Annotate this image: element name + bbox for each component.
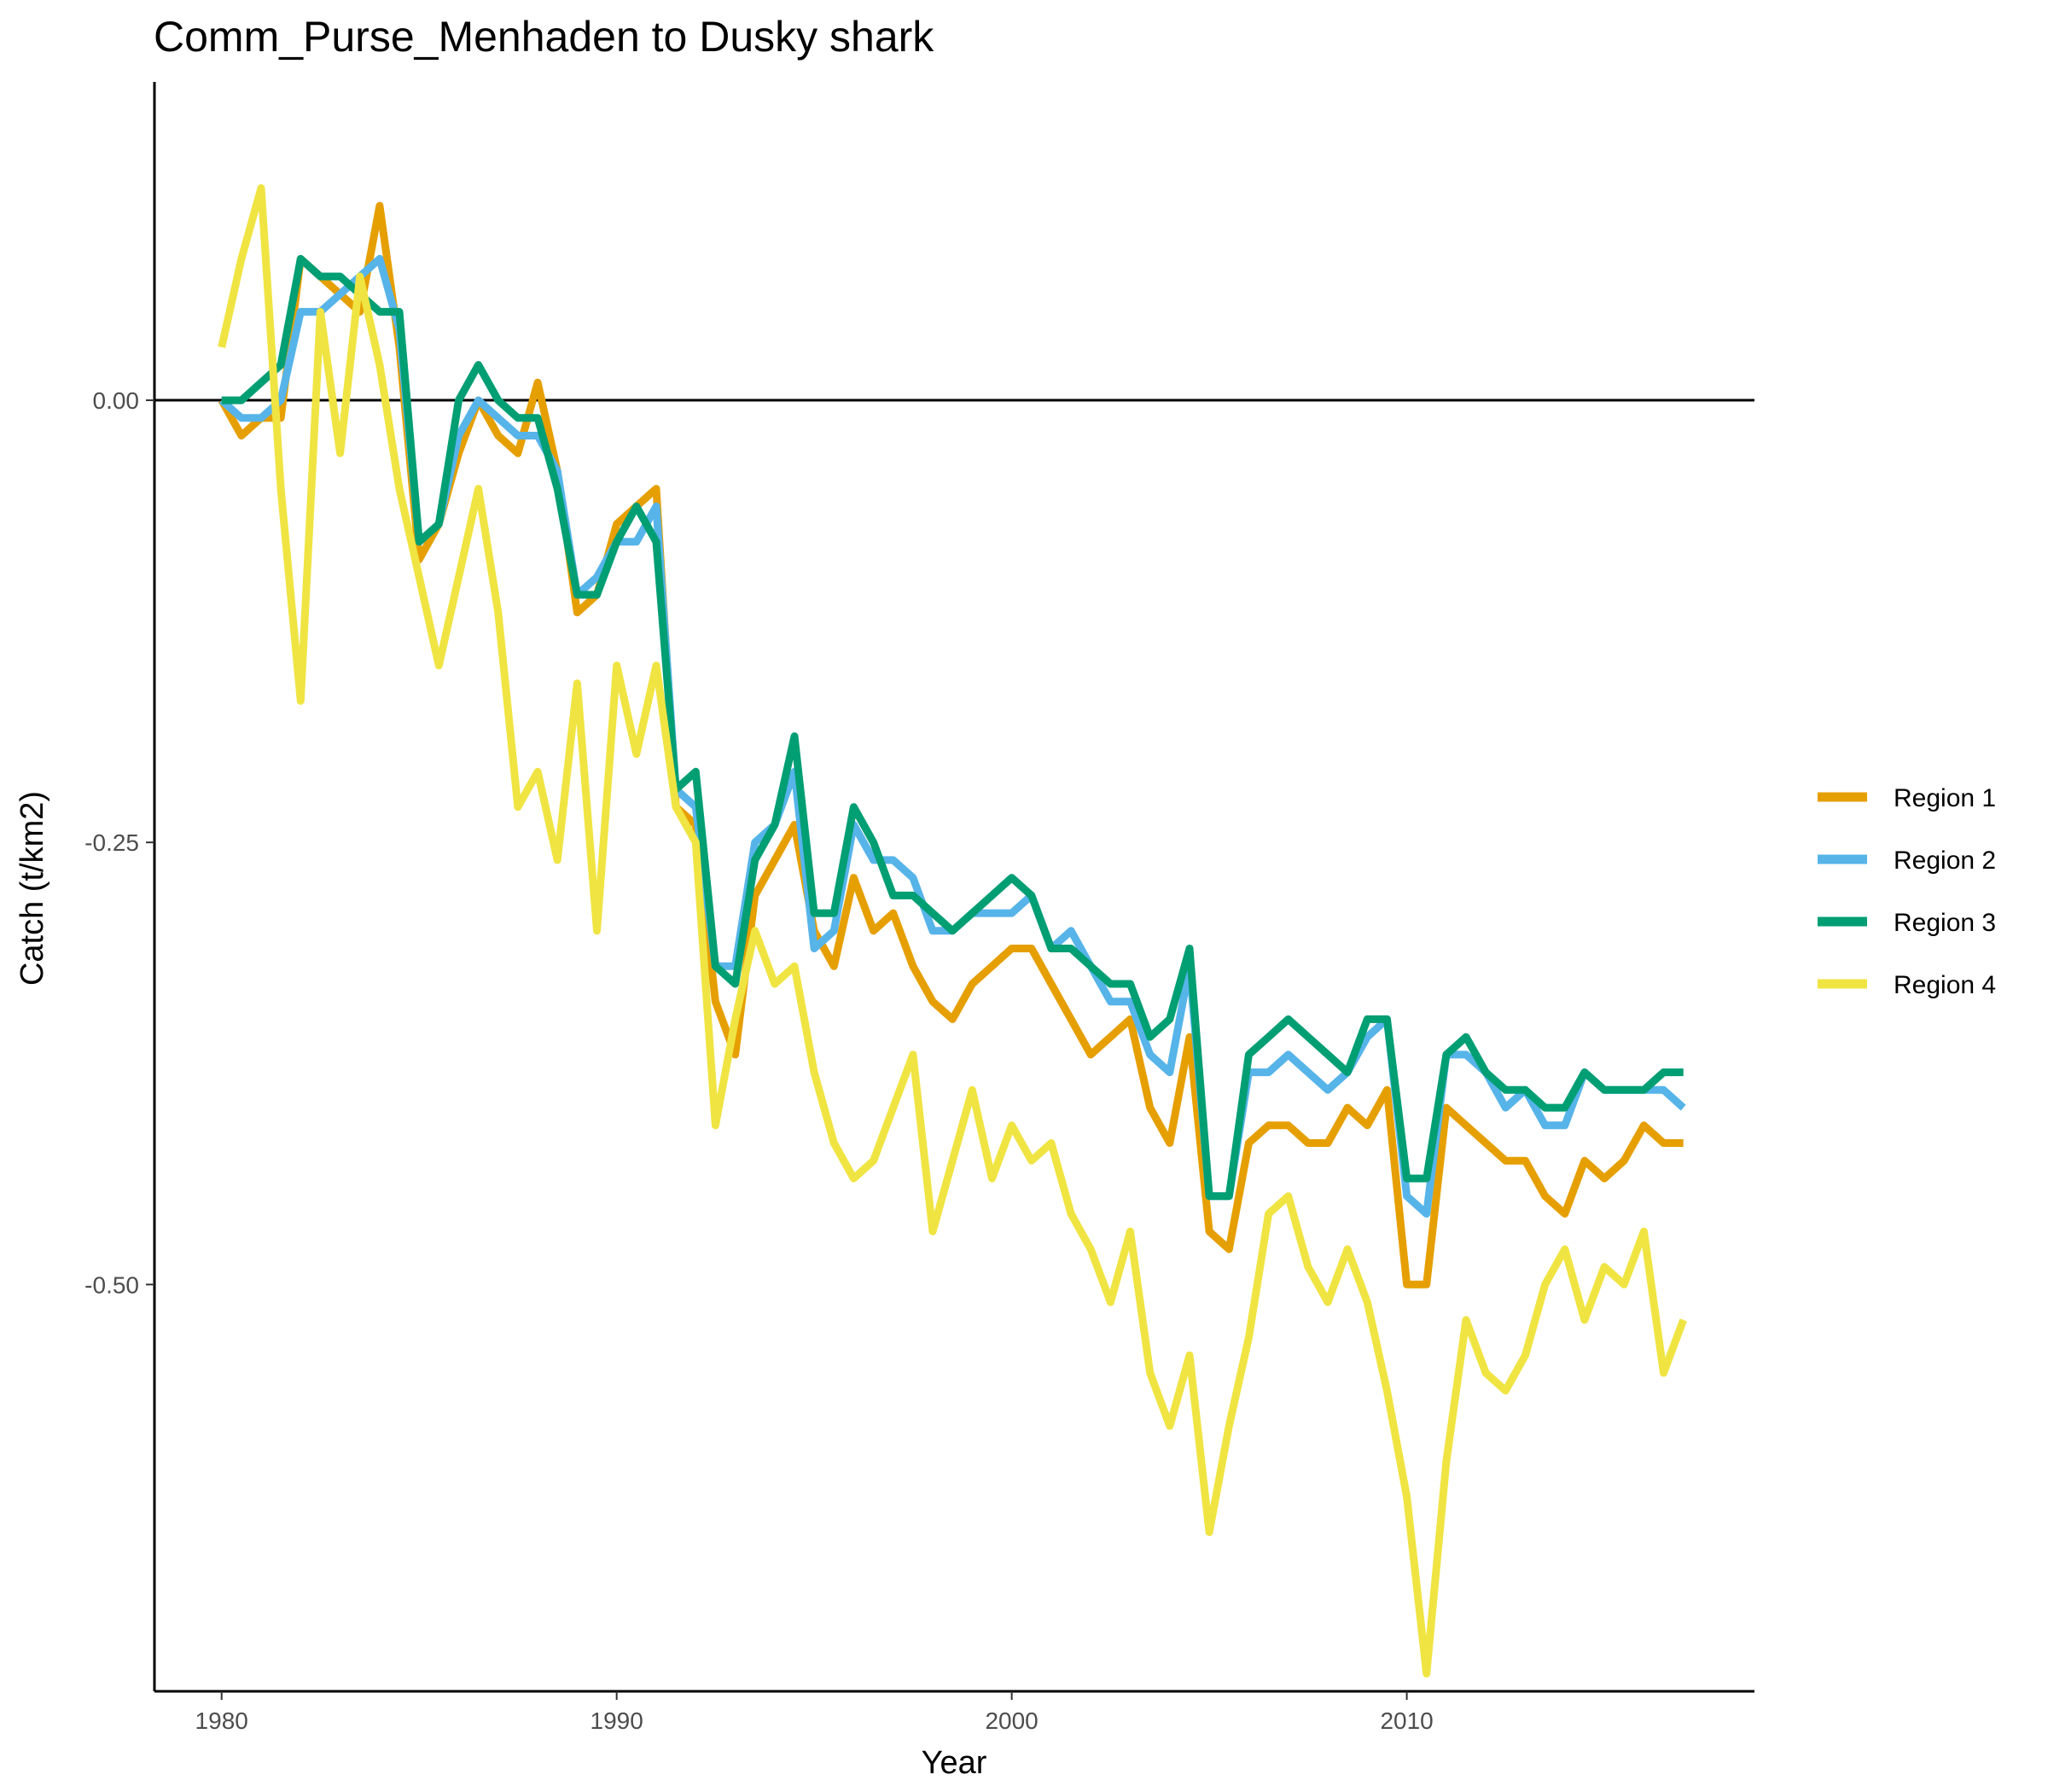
legend-label: Region 3 xyxy=(1894,909,1996,937)
y-tick-label: -0.25 xyxy=(84,829,139,856)
series-line-region-4 xyxy=(218,183,1687,1678)
legend: Region 1 Region 2 Region 3 Region 4 xyxy=(1818,784,1996,999)
legend-label: Region 2 xyxy=(1894,847,1996,875)
y-tick-label: -0.50 xyxy=(84,1271,139,1298)
x-ticks: 1980 1990 2000 2010 xyxy=(195,1691,1434,1734)
legend-label: Region 4 xyxy=(1894,971,1996,999)
y-ticks: 0.00 -0.25 -0.50 xyxy=(84,387,154,1298)
x-tick-label: 2010 xyxy=(1380,1708,1433,1734)
series-line-region-2 xyxy=(218,254,1686,1218)
series-line-region-1 xyxy=(218,201,1684,1289)
series-line-region-3 xyxy=(221,254,1684,1201)
x-tick-label: 2000 xyxy=(985,1708,1038,1734)
x-tick-label: 1990 xyxy=(591,1708,643,1734)
y-axis-title: Catch (t/km2) xyxy=(15,791,50,986)
x-axis-title: Year xyxy=(922,1745,987,1781)
x-tick-label: 1980 xyxy=(195,1708,248,1734)
legend-label: Region 1 xyxy=(1894,784,1996,812)
axes xyxy=(153,82,1754,1693)
chart-title: Comm_Purse_Menhaden to Dusky shark xyxy=(154,13,934,61)
series-lines xyxy=(218,183,1687,1678)
y-tick-label: 0.00 xyxy=(93,387,140,414)
